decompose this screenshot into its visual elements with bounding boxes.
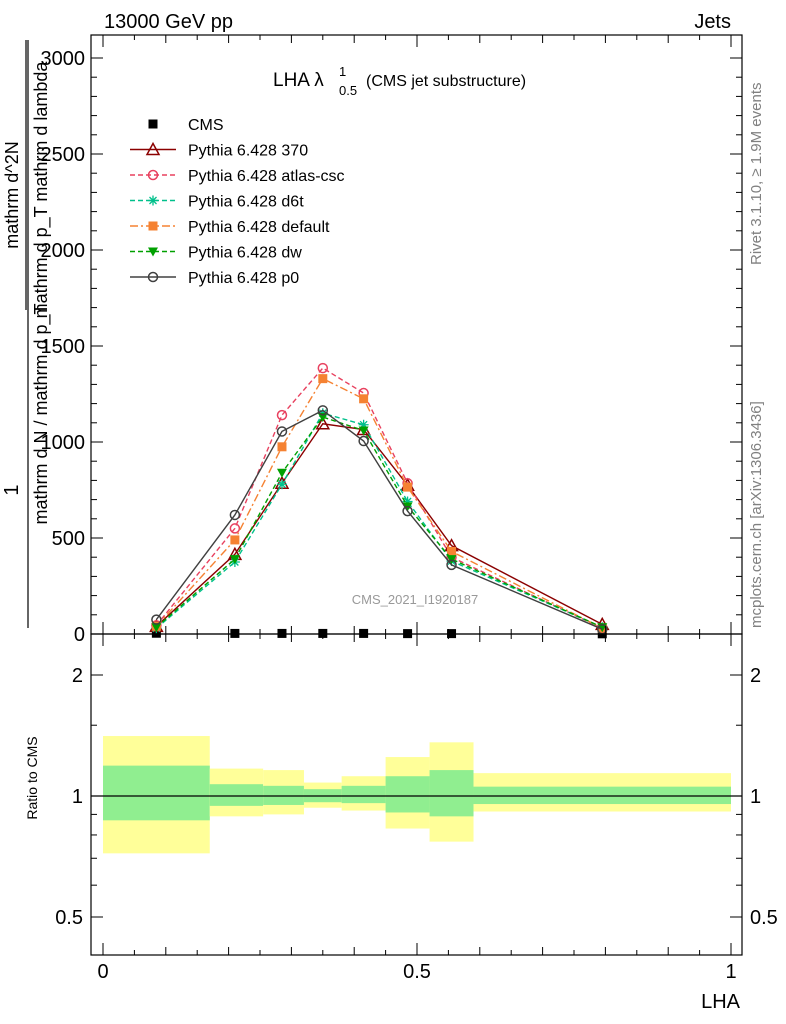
data-point — [277, 442, 287, 452]
y-tick-label: 3000 — [41, 48, 86, 70]
inner-band-bin — [429, 770, 474, 817]
x-tick-label: 0 — [97, 961, 108, 983]
data-point — [276, 409, 288, 421]
data-point — [447, 546, 457, 556]
y-tick-label: 0 — [74, 624, 85, 646]
y-tick-label: 2500 — [41, 144, 86, 166]
series-line — [155, 423, 603, 627]
data-point — [358, 426, 369, 436]
ratio-tick-label-right: 1 — [750, 786, 761, 808]
legend-entry: Pythia 6.428 atlas-csc — [130, 168, 345, 185]
ratio-tick-label: 2 — [72, 665, 83, 687]
data-point — [359, 394, 369, 404]
data-point — [446, 559, 457, 571]
legend-entry: Pythia 6.428 370 — [130, 141, 308, 160]
legend-marker — [148, 221, 158, 231]
data-point — [230, 535, 240, 545]
ratio-tick-label: 1 — [72, 786, 83, 808]
legend-marker — [145, 141, 161, 156]
legend-label: Pythia 6.428 370 — [188, 143, 308, 160]
inner-band-bin — [341, 785, 386, 804]
ylabel-frac-den: mathrm d p_T mathrm d lambda — [31, 61, 52, 319]
legend-label: CMS — [188, 117, 224, 134]
data-point — [276, 479, 287, 490]
legend-label: Pythia 6.428 dw — [188, 245, 302, 262]
data-point — [358, 419, 369, 430]
legend-marker — [148, 119, 158, 129]
legend-entry: Pythia 6.428 p0 — [130, 270, 299, 287]
legend-label: Pythia 6.428 d6t — [188, 194, 304, 211]
mcplots-label: mcplots.cern.ch [arXiv:1306.3436] — [748, 401, 765, 628]
data-point — [317, 413, 328, 423]
legend-marker — [147, 169, 159, 181]
y-tick-label: 1500 — [41, 336, 86, 358]
data-point — [229, 555, 240, 565]
rivet-label: Rivet 3.1.10, ≥ 1.9M events — [748, 83, 765, 266]
ylabel-num: 1 — [1, 484, 23, 495]
data-point — [315, 416, 331, 430]
y-tick-label: 500 — [52, 528, 85, 550]
data-point — [318, 374, 328, 384]
data-point — [229, 509, 241, 521]
data-point — [402, 496, 413, 507]
data-point — [317, 362, 329, 374]
inner-band-bin — [103, 765, 210, 821]
legend-marker — [148, 195, 158, 206]
main-ylabel: 1 mathrm d N / mathrm d p_T mathrm d^2N … — [1, 40, 52, 628]
series-line — [155, 367, 603, 629]
series-line — [155, 416, 603, 628]
legend-marker — [147, 271, 159, 283]
ratio-tick-label-right: 2 — [750, 665, 761, 687]
data-point — [151, 614, 162, 625]
data-point — [446, 555, 457, 565]
axes: 0 500 1000 1500 2000 2500 3000 0 0.5 1 0.5 0.5 1 1 2 2 — [41, 34, 778, 983]
series-6 — [151, 405, 608, 635]
ratio-tick-label-right: 0.5 — [750, 907, 778, 929]
inner-band-bin — [473, 786, 731, 805]
ratio-tick-label: 0.5 — [55, 907, 83, 929]
ylabel-den: mathrm d N / mathrm d p_T — [31, 303, 52, 524]
inner-band-bin — [263, 785, 304, 805]
legend-entry: Pythia 6.428 default — [130, 219, 330, 236]
ylabel-frac-num: mathrm d^2N — [2, 141, 22, 248]
series-line — [155, 377, 603, 629]
plot-title: LHA λ 1 0.5 (CMS jet substructure) — [273, 64, 526, 98]
data-point — [358, 435, 369, 447]
data-point — [229, 523, 241, 534]
svg-text:LHA λ: LHA λ — [273, 70, 324, 91]
title-sup: 1 — [339, 64, 346, 79]
legend: CMS Pythia 6.428 370 Pythia 6.428 atlas-cs… — [130, 117, 345, 287]
legend-entry: Pythia 6.428 dw — [130, 245, 302, 262]
series-line — [155, 409, 603, 630]
y-tick-label: 1000 — [41, 432, 86, 454]
inner-band-bin — [209, 784, 264, 806]
title-sub: 0.5 — [339, 83, 357, 98]
data-point — [151, 623, 162, 633]
ratio-ylabel: Ratio to CMS — [24, 736, 40, 819]
data-point — [403, 482, 413, 492]
title-note: (CMS jet substructure) — [366, 73, 526, 90]
header-left: 13000 GeV pp — [104, 11, 233, 33]
ratio-bands — [91, 736, 742, 854]
legend-label: Pythia 6.428 default — [188, 219, 330, 236]
legend-entry: Pythia 6.428 d6t — [130, 194, 304, 211]
main-series — [149, 362, 610, 639]
watermark: CMS_2021_I1920187 — [352, 592, 479, 607]
legend-label: Pythia 6.428 atlas-csc — [188, 168, 345, 185]
data-point — [276, 426, 288, 437]
legend-label: Pythia 6.428 p0 — [188, 270, 299, 287]
header-right: Jets — [694, 11, 731, 33]
data-point — [317, 405, 329, 416]
title-main: LHA λ — [273, 70, 324, 91]
x-tick-label: 0.5 — [403, 961, 431, 983]
legend-marker — [148, 247, 158, 257]
x-tick-label: 1 — [725, 961, 736, 983]
data-point — [402, 505, 413, 517]
inner-band-bin — [385, 776, 430, 813]
x-axis-label: LHA — [701, 991, 741, 1013]
y-tick-label: 2000 — [41, 240, 86, 262]
legend-entry: CMS — [148, 117, 224, 134]
data-point — [276, 468, 287, 478]
